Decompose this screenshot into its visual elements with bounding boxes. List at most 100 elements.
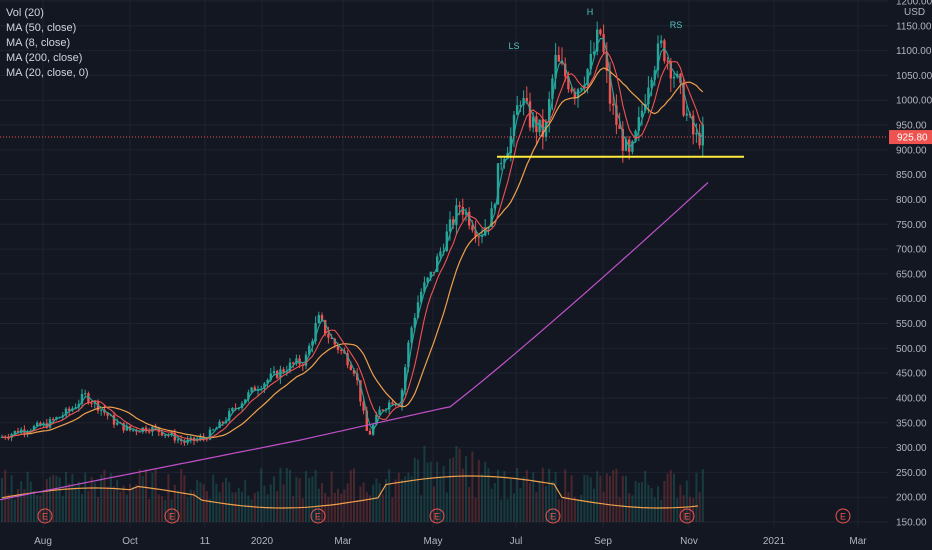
earnings-marker xyxy=(37,508,53,524)
volume-bar xyxy=(100,474,103,522)
volume-bar xyxy=(285,467,288,522)
earnings-marker-label: E xyxy=(840,512,846,522)
volume-bar xyxy=(221,482,224,522)
volume-bar xyxy=(676,497,679,522)
candle-body xyxy=(64,408,68,416)
volume-bar xyxy=(343,489,346,522)
volume-bar xyxy=(205,491,208,522)
volume-bar xyxy=(404,476,407,522)
volume-bar xyxy=(509,478,512,522)
volume-bar xyxy=(660,499,663,522)
candle-body xyxy=(106,412,109,416)
volume-bar xyxy=(193,490,195,522)
volume-bar xyxy=(375,478,378,522)
candle-body xyxy=(560,61,564,64)
pattern-label-h: H xyxy=(587,7,594,17)
volume-bar xyxy=(77,481,80,522)
volume-bar xyxy=(349,470,352,522)
volume-bar xyxy=(621,475,624,522)
volume-bar xyxy=(36,495,39,522)
volume-bar xyxy=(580,494,583,522)
candle-body xyxy=(423,282,426,292)
pattern-label-rs: RS xyxy=(670,20,683,30)
candle-body xyxy=(116,422,119,425)
volume-bar xyxy=(164,499,167,522)
volume-bar xyxy=(84,472,87,522)
volume-bar xyxy=(391,497,394,522)
candle-body xyxy=(538,119,541,133)
candle-body xyxy=(148,431,151,433)
earnings-marker xyxy=(310,508,326,524)
candle-body xyxy=(602,34,605,53)
volume-bar xyxy=(644,470,647,522)
candle-body xyxy=(356,373,359,381)
volume-bar xyxy=(532,472,535,522)
volume-bar xyxy=(39,495,42,522)
legend-item-ma8[interactable]: MA (8, close) xyxy=(6,37,71,49)
candle-body xyxy=(695,133,698,135)
candle-body xyxy=(516,105,519,115)
candle-body xyxy=(605,52,608,71)
volume-bar xyxy=(458,448,461,522)
y-tick-label: 800.00 xyxy=(896,195,927,206)
pattern-label-ls: LS xyxy=(508,41,519,51)
candle-body xyxy=(308,345,311,355)
candle-body xyxy=(640,110,644,118)
candle-body xyxy=(87,393,90,403)
volume-bar xyxy=(145,469,147,522)
volume-bar xyxy=(4,469,7,522)
candle-body xyxy=(637,117,640,131)
earnings-marker-label: E xyxy=(315,512,321,522)
volume-bar xyxy=(141,476,144,522)
volume-bar xyxy=(669,470,672,522)
legend-item-ma200[interactable]: MA (200, close) xyxy=(6,52,83,64)
volume-bar xyxy=(225,477,227,522)
candle-body xyxy=(212,429,215,431)
candle-body xyxy=(592,51,596,55)
volume-bar xyxy=(231,492,234,522)
candle-body xyxy=(250,387,253,393)
y-tick-label: 450.00 xyxy=(896,369,927,380)
candle-body xyxy=(580,88,583,90)
volume-bar xyxy=(401,479,403,522)
candle-body xyxy=(378,409,381,415)
volume-bar xyxy=(49,476,51,522)
y-tick-label: 1200.00 xyxy=(896,0,932,8)
volume-bar xyxy=(385,479,387,522)
x-tick-label: 11 xyxy=(200,536,211,547)
candle-body xyxy=(436,256,439,272)
volume-bar xyxy=(641,482,643,522)
y-tick-label: 550.00 xyxy=(896,319,927,330)
volume-bar xyxy=(682,495,685,522)
candle-body xyxy=(68,408,71,411)
candle-body xyxy=(512,114,516,137)
volume-bar xyxy=(461,468,464,522)
volume-bars xyxy=(1,445,704,522)
volume-bar xyxy=(663,481,666,522)
candle-body xyxy=(452,219,455,226)
volume-bar xyxy=(260,468,263,522)
candle-body xyxy=(685,113,688,116)
candle-body xyxy=(458,205,461,207)
volume-bar xyxy=(388,469,391,522)
x-tick-label: 2021 xyxy=(763,536,786,547)
legend-item-ma50[interactable]: MA (50, close) xyxy=(6,22,77,34)
volume-bar xyxy=(545,486,547,522)
candle-body xyxy=(388,402,391,410)
volume-bar xyxy=(365,492,368,522)
volume-bar xyxy=(97,496,99,522)
candle-body xyxy=(282,369,285,373)
candle-body xyxy=(298,358,301,365)
volume-bar xyxy=(333,492,336,522)
volume-bar xyxy=(13,499,16,522)
volume-bar xyxy=(109,473,112,522)
legend-item-ma20[interactable]: MA (20, close, 0) xyxy=(6,67,89,79)
volume-bar xyxy=(218,492,221,522)
candle-body xyxy=(317,315,320,324)
y-axis-unit: USD xyxy=(904,7,925,18)
candle-body xyxy=(468,211,471,226)
legend-item-volume[interactable]: Vol (20) xyxy=(6,7,44,19)
y-axis-background xyxy=(888,0,932,550)
